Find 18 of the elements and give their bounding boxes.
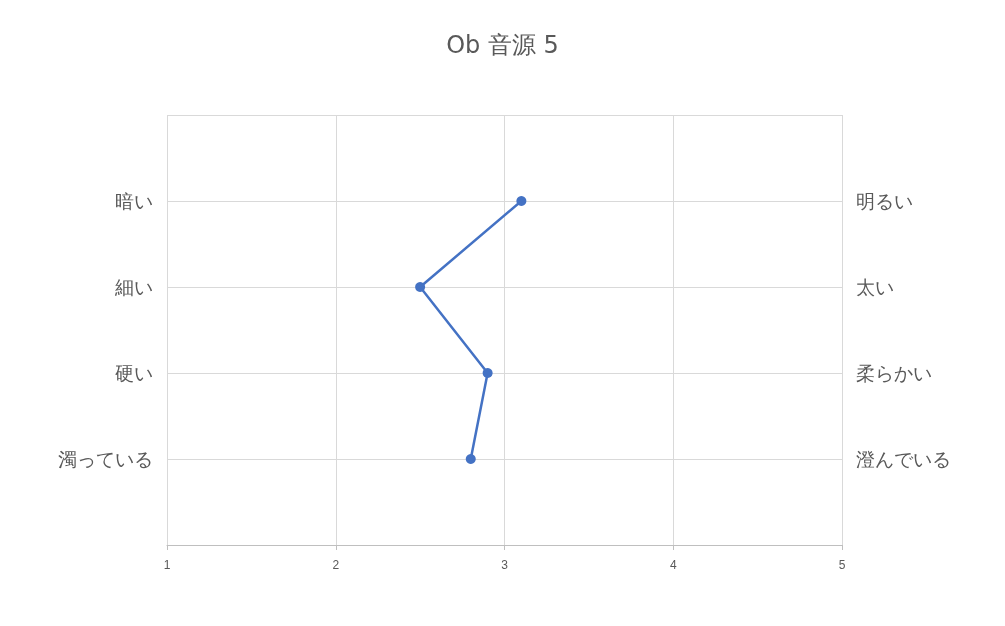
- point: [415, 282, 426, 292]
- y2-tick-label: 太い: [856, 276, 894, 298]
- x-tick-label: 3: [501, 558, 509, 572]
- y-tick-label: 濁っている: [58, 448, 153, 470]
- x-tick-label: 1: [163, 558, 171, 572]
- y-tick-label: 硬い: [115, 362, 153, 384]
- chart-title: Ob 音源 5: [446, 31, 559, 59]
- x-tick-label: 2: [332, 558, 340, 572]
- y2-tick-label: 澄んでいる: [856, 448, 951, 470]
- x-tick-label: 5: [838, 558, 846, 572]
- y-tick-label: 暗い: [115, 190, 153, 212]
- x-tick-label: 4: [669, 558, 677, 572]
- y2-tick-label: 明るい: [856, 190, 913, 212]
- point: [516, 196, 527, 206]
- point: [482, 368, 493, 378]
- y-tick-label: 細い: [114, 276, 153, 298]
- point: [465, 454, 476, 464]
- y2-tick-label: 柔らかい: [856, 362, 932, 384]
